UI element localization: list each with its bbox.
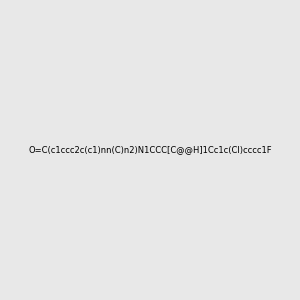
- Text: O=C(c1ccc2c(c1)nn(C)n2)N1CCC[C@@H]1Cc1c(Cl)cccc1F: O=C(c1ccc2c(c1)nn(C)n2)N1CCC[C@@H]1Cc1c(…: [28, 146, 272, 154]
